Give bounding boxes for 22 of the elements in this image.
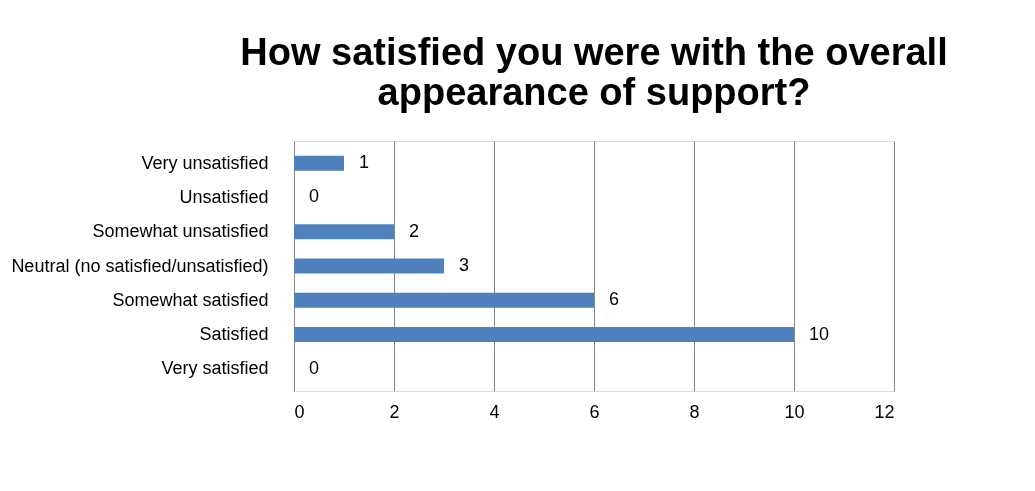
data-label: 10 [809, 323, 830, 344]
y-tick-label: Somewhat satisfied [112, 289, 269, 310]
x-tick-label: 4 [489, 401, 500, 422]
data-label: 0 [309, 357, 320, 378]
y-tick-label: Satisfied [199, 324, 269, 345]
y-tick-label: Somewhat unsatisfied [92, 221, 269, 242]
x-tick-label: 10 [784, 401, 805, 422]
x-tick-label: 12 [874, 401, 895, 422]
y-tick-label: Very unsatisfied [141, 152, 269, 173]
chart-title: How satisfied you were with the overall appearance of support? [240, 31, 948, 113]
y-tick-label: Very satisfied [161, 358, 269, 379]
data-label: 0 [309, 186, 320, 207]
x-tick-label: 6 [589, 401, 600, 422]
x-tick-label: 2 [389, 401, 400, 422]
x-tick-label: 0 [294, 401, 305, 422]
x-tick-label: 8 [689, 401, 700, 422]
data-label: 6 [609, 289, 620, 310]
y-tick-label: Neutral (no satisfied/unsatisfied) [11, 255, 269, 276]
data-label: 3 [459, 255, 470, 275]
data-label: 2 [409, 220, 420, 241]
y-tick-label: Unsatisfied [179, 186, 269, 207]
data-label: 1 [359, 152, 370, 173]
